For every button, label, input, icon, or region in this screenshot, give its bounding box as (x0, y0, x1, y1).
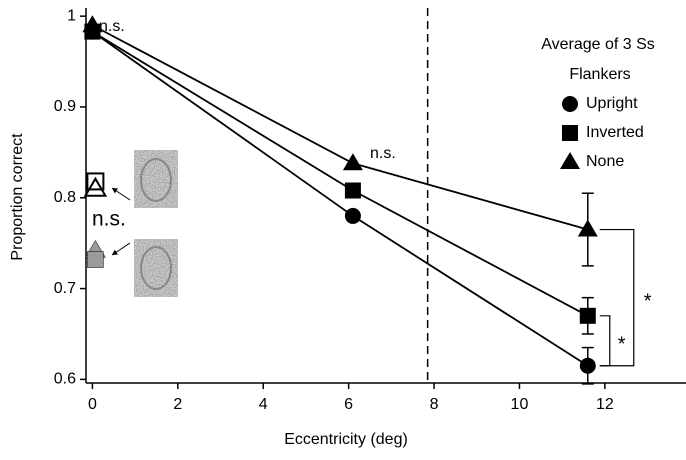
bracket (599, 315, 611, 367)
data-point (342, 153, 363, 171)
legend-marker (562, 125, 578, 141)
annotation: * (644, 290, 652, 312)
data-point (577, 219, 598, 237)
y-axis-label: Proportion correct (9, 133, 26, 261)
inset-point (87, 251, 104, 268)
legend-label: None (586, 153, 624, 170)
annotation: n.s. (370, 145, 396, 162)
inset-point (83, 176, 108, 197)
face-images (134, 150, 178, 297)
arrow-head (112, 188, 118, 194)
data-point (344, 182, 361, 199)
data-point (579, 357, 596, 374)
x-tick-label: 4 (259, 396, 268, 413)
x-axis-label: Eccentricity (deg) (284, 431, 408, 448)
annotation: * (618, 333, 626, 355)
y-tick-label: 0.9 (54, 98, 76, 115)
data-point (344, 207, 361, 224)
data-point (82, 15, 103, 33)
y-tick-label: 0.8 (54, 189, 76, 206)
legend-title: Average of 3 Ss (541, 36, 655, 53)
x-tick-label: 6 (344, 396, 353, 413)
legend-label: Upright (586, 95, 638, 112)
x-tick-label: 8 (430, 396, 439, 413)
face-outline (140, 246, 172, 290)
y-tick-label: 1 (67, 7, 76, 24)
arrow-head (112, 249, 118, 255)
y-tick-label: 0.7 (54, 280, 76, 297)
legend-marker (560, 152, 580, 169)
x-tick-label: 10 (511, 396, 529, 413)
legend-subtitle: Flankers (569, 66, 630, 83)
face-outline (140, 158, 172, 202)
data-point (579, 307, 596, 324)
annotation: n.s. (92, 208, 126, 231)
y-tick-label: 0.6 (54, 371, 76, 388)
bracket (599, 228, 635, 367)
x-tick-label: 0 (88, 396, 97, 413)
legend-marker (562, 96, 578, 112)
inset-point (86, 172, 105, 191)
annotation: n.s. (99, 18, 125, 35)
x-tick-label: 2 (173, 396, 182, 413)
legend-label: Inverted (586, 124, 644, 141)
x-tick-label: 12 (596, 396, 614, 413)
